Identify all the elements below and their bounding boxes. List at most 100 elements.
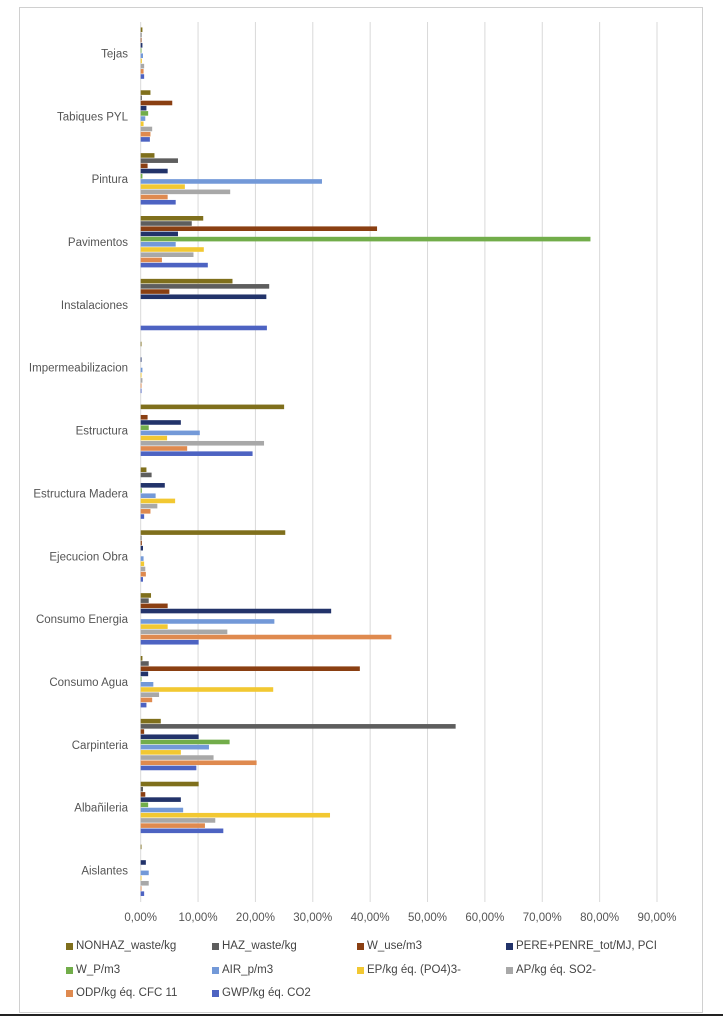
- bar: [140, 802, 149, 808]
- bar: [140, 598, 149, 603]
- bar: [140, 875, 142, 881]
- legend-item: GWP/kg éq. CO2: [212, 987, 311, 999]
- legend-swatch: [66, 989, 73, 997]
- bar: [140, 90, 151, 95]
- bar: [140, 194, 168, 200]
- bar: [140, 692, 160, 697]
- bar: [140, 121, 144, 127]
- bar: [140, 247, 204, 252]
- bar: [140, 729, 145, 734]
- legend-item: HAZ_waste/kg: [212, 940, 297, 952]
- bar: [140, 440, 265, 446]
- bar: [140, 577, 143, 582]
- bar: [140, 236, 591, 242]
- legend-swatch: [66, 966, 73, 974]
- bar: [140, 530, 286, 535]
- category-label: Pavimentos: [68, 237, 128, 249]
- category-label: Estructura: [76, 426, 129, 438]
- bar: [140, 676, 142, 682]
- bar: [140, 750, 181, 755]
- bar: [140, 540, 142, 546]
- bar: [140, 131, 151, 137]
- bar: [140, 734, 199, 740]
- bar: [140, 179, 322, 184]
- legend-swatch: [506, 942, 513, 950]
- bar: [140, 467, 147, 473]
- x-tick-label: 30,00%: [293, 912, 332, 924]
- legend-label: ODP/kg éq. CFC 11: [76, 987, 178, 999]
- category-label: Tejas: [101, 48, 128, 60]
- x-tick-label: 90,00%: [637, 912, 676, 924]
- bar: [140, 116, 146, 121]
- bar: [140, 629, 228, 635]
- bar: [140, 69, 144, 74]
- legend-swatch: [212, 989, 219, 997]
- bar: [140, 661, 149, 666]
- bar: [140, 111, 149, 116]
- bar: [140, 503, 158, 509]
- x-tick-label: 20,00%: [236, 912, 275, 924]
- category-label: Carpinteria: [72, 740, 129, 752]
- bar: [140, 535, 142, 541]
- bar: [140, 420, 181, 425]
- bar: [140, 786, 143, 792]
- bar: [140, 472, 152, 478]
- bar: [140, 221, 192, 226]
- bar: [140, 252, 194, 257]
- bar: [140, 509, 151, 514]
- category-label: Pintura: [92, 174, 129, 186]
- bar: [140, 43, 143, 48]
- bar: [140, 666, 360, 671]
- x-tick-label: 0,00%: [124, 912, 157, 924]
- legend-swatch: [212, 966, 219, 974]
- legend-swatch: [506, 966, 513, 974]
- bar: [140, 257, 162, 263]
- bar: [140, 341, 142, 347]
- category-label: Instalaciones: [61, 300, 128, 312]
- bar: [140, 404, 285, 410]
- bar: [140, 137, 150, 142]
- divider: [0, 1014, 723, 1016]
- bar: [140, 687, 274, 692]
- bar: [140, 702, 147, 708]
- bar: [140, 880, 149, 886]
- legend-item: PERE+PENRE_tot/MJ, PCI: [506, 940, 657, 952]
- category-label: Aislantes: [81, 866, 128, 878]
- bar: [140, 32, 142, 38]
- legend-item: NONHAZ_waste/kg: [66, 940, 176, 952]
- bar: [140, 697, 153, 703]
- category-label: Consumo Energia: [36, 614, 129, 626]
- legend-item: EP/kg éq. (PO4)3-: [357, 964, 461, 976]
- legend-item: AIR_p/m3: [212, 964, 273, 976]
- x-tick-label: 80,00%: [580, 912, 619, 924]
- bar: [140, 289, 170, 294]
- bar: [140, 163, 148, 169]
- bar: [140, 284, 270, 289]
- bar: [140, 383, 142, 388]
- bar: [140, 446, 188, 451]
- bar: [140, 388, 142, 394]
- bar: [140, 414, 148, 420]
- bar: [140, 493, 156, 499]
- bar: [140, 27, 143, 33]
- bar: [140, 231, 178, 237]
- bar: [140, 430, 200, 436]
- bar: [140, 656, 143, 661]
- legend-label: AIR_p/m3: [222, 964, 274, 976]
- bar: [140, 168, 168, 174]
- category-label: Impermeabilizacion: [29, 363, 128, 375]
- legend-label: W_P/m3: [76, 964, 121, 976]
- bar: [140, 739, 230, 745]
- bar: [140, 63, 145, 69]
- bar: [140, 545, 143, 551]
- bar: [140, 823, 205, 828]
- bar: [140, 619, 275, 624]
- bar: [140, 682, 154, 687]
- legend-label: GWP/kg éq. CO2: [222, 987, 311, 999]
- legend-label: W_use/m3: [367, 940, 422, 952]
- legend-label: AP/kg éq. SO2-: [516, 964, 596, 976]
- legend-swatch: [357, 966, 364, 974]
- bar: [140, 451, 253, 456]
- category-label: Ejecucion Obra: [49, 551, 128, 563]
